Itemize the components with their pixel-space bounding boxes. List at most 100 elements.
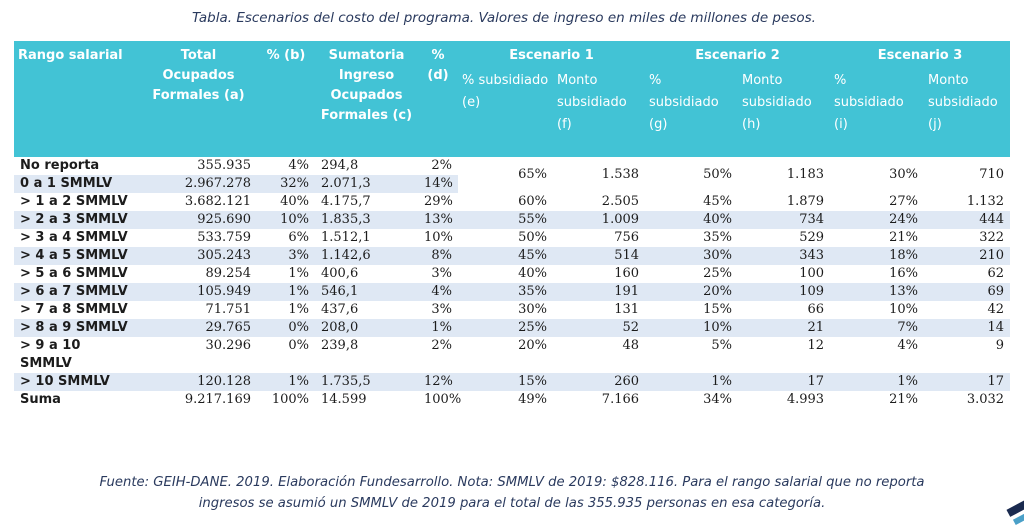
cell-i: 21%	[889, 230, 919, 245]
header-g: % subsidiado (g)	[645, 70, 739, 157]
cell-d: 10%	[424, 230, 453, 245]
cell-e: 60%	[518, 194, 547, 209]
cell-a: 305.243	[140, 247, 257, 265]
cell-i: 7%	[830, 319, 925, 337]
cell-h: 1.183	[738, 157, 831, 193]
cell-e: 49%	[518, 392, 547, 407]
cell-b: 32%	[257, 175, 315, 193]
cell-i: 13%	[830, 283, 925, 301]
header-escenario-1: Escenario 1	[458, 41, 646, 70]
cell-c: 239,8	[321, 338, 359, 353]
cell-j: 69	[924, 283, 1011, 301]
cell-g: 25%	[703, 266, 733, 281]
header-escenario-3: Escenario 3	[830, 41, 1011, 70]
cell-d: 1%	[418, 319, 458, 337]
row-label: > 2 a 3 SMMLV	[14, 211, 140, 229]
cell-f: 160	[614, 266, 640, 281]
header-pct-b: % (b)	[257, 41, 315, 157]
row-label: > 5 a 6 SMMLV	[20, 266, 128, 281]
cell-d: 4%	[418, 283, 458, 301]
cell-e: 45%	[458, 247, 553, 265]
cell-d: 29%	[424, 194, 453, 209]
cell-c: 2.071,3	[315, 175, 418, 193]
cell-j: 9	[995, 338, 1005, 353]
header-i: % subsidiado (i)	[830, 70, 925, 157]
row-label: Suma	[20, 392, 61, 407]
cell-e: 35%	[458, 283, 553, 301]
cell-e: 20%	[518, 338, 547, 353]
header-f: Monto subsidiado (f)	[553, 70, 646, 157]
header-e: % subsidiado (e)	[458, 70, 553, 157]
cell-a: 120.128	[140, 373, 257, 391]
cell-a: 925.690	[140, 211, 257, 229]
cell-b: 1%	[257, 283, 315, 301]
cell-i: 30%	[830, 157, 925, 193]
row-label: > 10 SMMLV	[14, 373, 140, 391]
cell-b: 1%	[257, 373, 315, 391]
table-row: > 9 a 10 SMMLV 30.296 0% 239,8 2% 20% 48 5% 12 4%…	[14, 337, 1010, 373]
cell-i: 27%	[889, 194, 919, 209]
cell-f: 1.538	[553, 157, 646, 193]
cell-j: 322	[979, 230, 1005, 245]
cell-c: 208,0	[315, 319, 418, 337]
cell-d: 100%	[424, 392, 462, 407]
cell-g: 15%	[703, 302, 733, 317]
cell-f: 260	[553, 373, 646, 391]
cell-b: 1%	[288, 266, 309, 281]
header-escenario-2: Escenario 2	[645, 41, 831, 70]
cell-h: 734	[738, 211, 831, 229]
cell-d: 3%	[431, 302, 452, 317]
cell-b: 10%	[257, 211, 315, 229]
cell-i: 4%	[897, 338, 919, 353]
table-body: No reporta 355.935 4% 294,8 2% 65% 1.538 50% 1.1…	[14, 157, 1011, 409]
cell-f: 1.009	[553, 211, 646, 229]
cell-a: 355.935	[197, 158, 251, 173]
cell-d: 12%	[418, 373, 458, 391]
cell-c: 1.735,5	[315, 373, 418, 391]
table-row: > 3 a 4 SMMLV 533.759 6% 1.512,1 10% 50% 756 35…	[14, 229, 1010, 247]
cell-f: 2.505	[601, 194, 640, 209]
cell-g: 45%	[703, 194, 733, 209]
cell-c: 294,8	[321, 158, 359, 173]
cell-c: 4.175,7	[321, 194, 371, 209]
row-label: > 8 a 9 SMMLV	[14, 319, 140, 337]
cell-f: 48	[622, 338, 640, 353]
cell-g: 10%	[645, 319, 739, 337]
cell-d: 8%	[418, 247, 458, 265]
cost-scenarios-table: Rango salarial Total Ocupados Formales (…	[14, 41, 1011, 409]
cell-i: 10%	[889, 302, 919, 317]
cell-f: 52	[553, 319, 646, 337]
cell-a: 71.751	[205, 302, 252, 317]
row-label: No reporta	[20, 158, 100, 173]
cell-j: 710	[924, 157, 1011, 193]
table-row: 0 a 1 SMMLV 2.967.278 32% 2.071,3 14%	[14, 175, 1010, 193]
cell-b: 3%	[257, 247, 315, 265]
row-label: > 6 a 7 SMMLV	[14, 283, 140, 301]
table-row: > 8 a 9 SMMLV 29.765 0% 208,0 1% 25% 52 10% 21 7%…	[14, 319, 1011, 337]
cell-g: 30%	[645, 247, 739, 265]
cell-f: 191	[553, 283, 646, 301]
cell-g: 50%	[645, 157, 739, 193]
cell-i: 18%	[830, 247, 925, 265]
cell-c: 1.142,6	[315, 247, 418, 265]
header-pct-d: % (d)	[418, 41, 458, 157]
cell-b: 4%	[288, 158, 309, 173]
cell-b: 100%	[271, 392, 309, 407]
cell-a: 533.759	[197, 230, 251, 245]
cell-e: 55%	[458, 211, 553, 229]
cell-h: 100	[799, 266, 825, 281]
cell-f: 131	[614, 302, 640, 317]
cell-e: 40%	[518, 266, 547, 281]
cell-b: 0%	[257, 319, 315, 337]
cell-j: 42	[987, 302, 1005, 317]
cell-a: 30.296	[205, 338, 252, 353]
header-total-ocupados: Total Ocupados Formales (a)	[140, 41, 257, 157]
table-row: > 1 a 2 SMMLV 3.682.121 40% 4.175,7 29% 60% 2.…	[14, 193, 1010, 211]
cell-e: 30%	[518, 302, 547, 317]
cell-c: 437,6	[321, 302, 359, 317]
cell-h: 1.879	[786, 194, 825, 209]
cell-a: 3.682.121	[184, 194, 251, 209]
cell-c: 1.835,3	[315, 211, 418, 229]
cell-j: 444	[924, 211, 1011, 229]
cell-i: 16%	[889, 266, 919, 281]
